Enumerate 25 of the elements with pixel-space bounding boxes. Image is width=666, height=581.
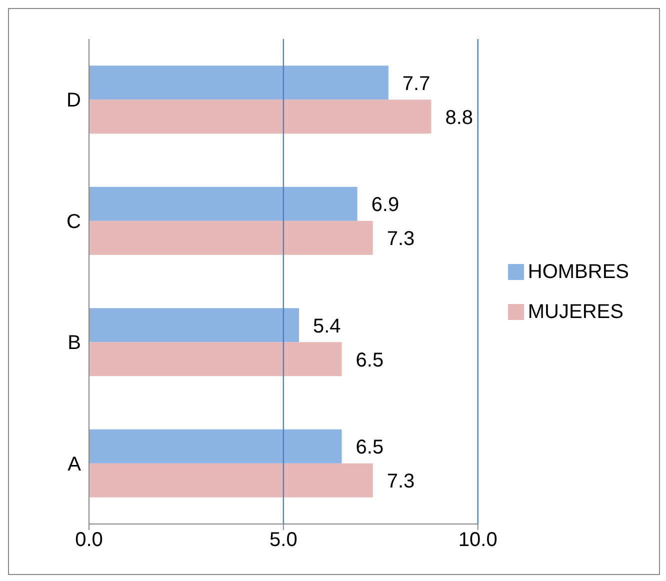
bar bbox=[89, 186, 358, 221]
legend-label: MUJERES bbox=[528, 300, 624, 322]
data-label: 7.3 bbox=[386, 470, 415, 493]
data-label: 6.9 bbox=[371, 194, 400, 216]
x-tick-label: 0.0 bbox=[75, 529, 103, 552]
data-label: 6.5 bbox=[356, 436, 384, 459]
legend-label: HOMBRES bbox=[528, 260, 629, 282]
bar bbox=[89, 66, 388, 100]
bar bbox=[89, 429, 342, 464]
data-label: 6.5 bbox=[356, 349, 384, 372]
data-label: 8.8 bbox=[445, 106, 474, 129]
y-tick-label: B bbox=[68, 332, 81, 354]
y-tick-label: C bbox=[66, 210, 81, 233]
y-tick-label: A bbox=[68, 453, 82, 476]
data-label: 7.3 bbox=[386, 228, 415, 250]
bar bbox=[89, 463, 373, 498]
y-tick-label: D bbox=[66, 90, 81, 112]
data-label: 7.7 bbox=[402, 72, 430, 95]
bar bbox=[89, 342, 342, 376]
bar bbox=[89, 308, 299, 342]
x-tick-label: 5.0 bbox=[270, 529, 298, 552]
bar bbox=[89, 100, 432, 134]
x-tick-label: 10.0 bbox=[458, 529, 498, 552]
data-label: 5.4 bbox=[312, 315, 341, 338]
bar bbox=[89, 220, 373, 255]
